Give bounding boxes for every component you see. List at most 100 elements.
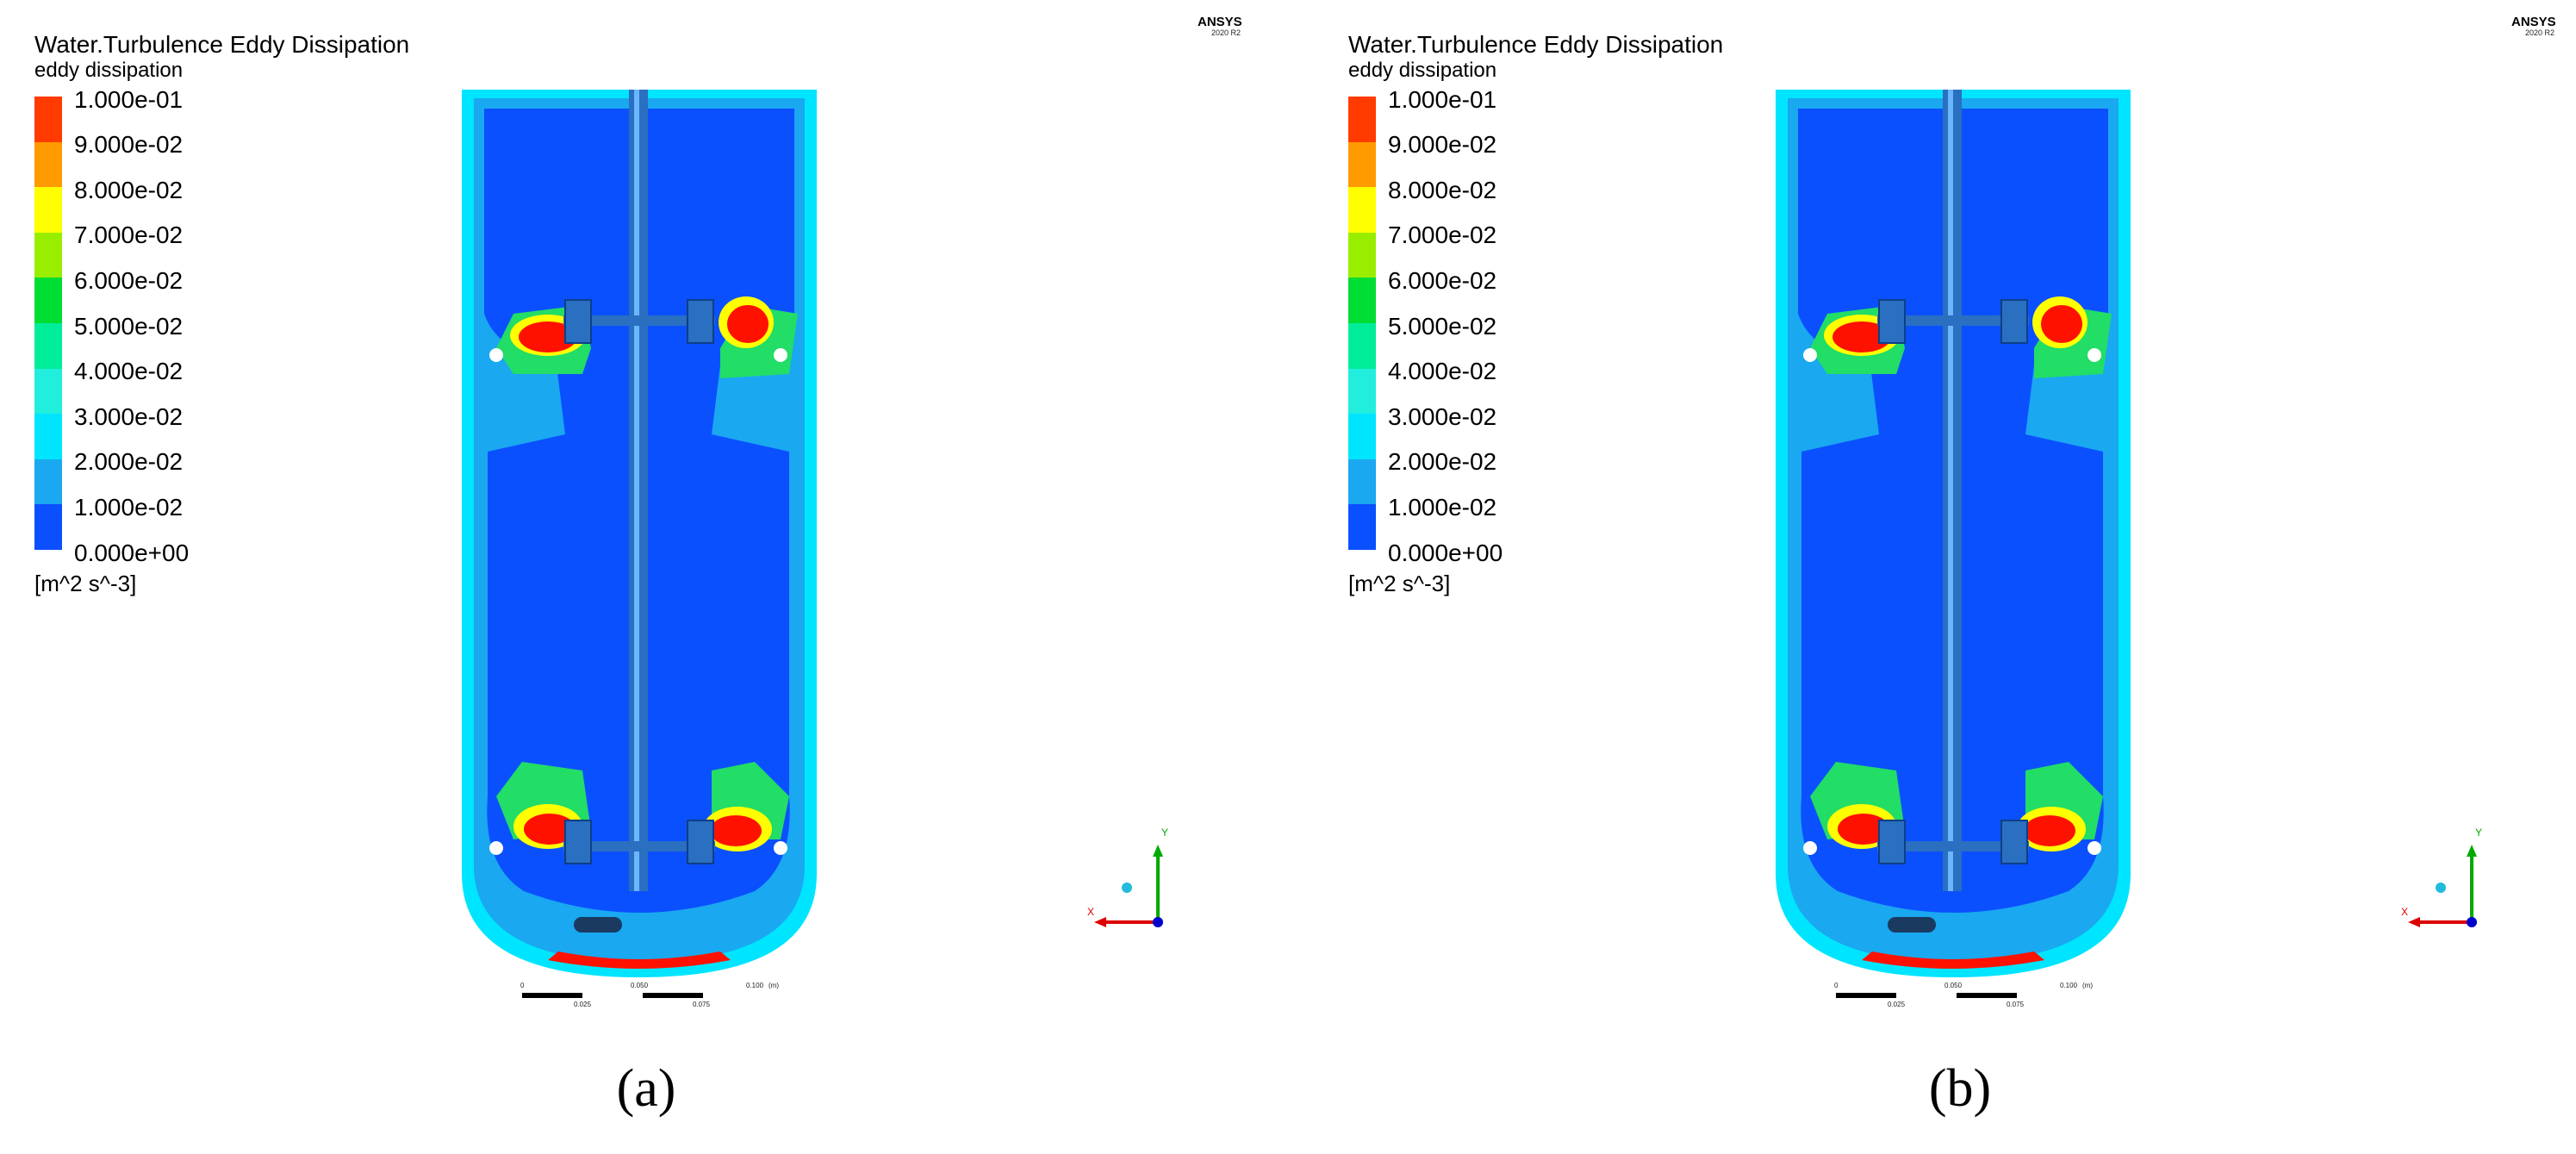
colorbar-tick: 1.000e-02: [1388, 494, 1497, 521]
scale-bar: 0 0.050 0.100 (m) 0.025 0.075: [1831, 977, 2106, 1008]
colorbar-tick: 2.000e-02: [74, 448, 184, 475]
figure-panel-b: Water.Turbulence Eddy Dissipation eddy d…: [1314, 0, 2576, 1154]
impeller-blade: [1878, 299, 1906, 344]
colorbar-tick: 1.000e-01: [1388, 86, 1497, 113]
colorbar-tick: 1.000e-02: [74, 494, 184, 521]
field-peak: [1838, 814, 1889, 845]
y-axis-arrowhead: [1153, 845, 1163, 857]
legend-subtitle: eddy dissipation: [34, 59, 184, 82]
colorbar-tick: 6.000e-02: [1388, 267, 1497, 294]
colorbar: [34, 97, 62, 550]
colorbar-swatch: [1348, 141, 1376, 188]
probe-hole: [489, 348, 503, 362]
colorbar-tick: 8.000e-02: [74, 177, 184, 203]
colorbar-swatch: [34, 232, 62, 278]
impeller-blade: [687, 299, 714, 344]
scale-label: 0.100: [746, 982, 764, 989]
colorbar-swatch: [1348, 368, 1376, 415]
impeller-hub-lower: [1877, 841, 2029, 851]
axis-triad: Y X: [2401, 827, 2482, 927]
colorbar-tick: 3.000e-02: [74, 403, 184, 430]
colorbar-tick: 1.000e-01: [74, 86, 184, 113]
scale-label: 0.050: [631, 982, 649, 989]
view-sphere-icon: [2436, 883, 2446, 893]
scale-label: 0: [1834, 982, 1839, 989]
scale-bar-segment: [643, 993, 703, 998]
field-peak: [524, 814, 576, 845]
colorbar-swatch: [1348, 232, 1376, 278]
field-peak: [1832, 321, 1891, 352]
panel-caption: (a): [616, 1059, 676, 1118]
colorbar-swatch: [34, 187, 62, 233]
scale-bar-segment: [522, 993, 582, 998]
field-peak: [2024, 815, 2075, 846]
scale-bar: 0 0.050 0.100 (m) 0.025 0.075: [517, 977, 793, 1008]
sparger-pipe: [665, 917, 713, 933]
vessel-contour-plot: [1776, 90, 2131, 977]
colorbar-swatch: [1348, 187, 1376, 233]
colorbar-swatch: [1348, 278, 1376, 323]
colorbar-swatch: [1348, 323, 1376, 369]
scale-label: 0: [520, 982, 525, 989]
vessel-contour-plot: [462, 90, 817, 977]
colorbar-swatch: [1348, 414, 1376, 459]
colorbar-swatch: [34, 414, 62, 459]
shaft-highlight: [1948, 90, 1953, 891]
figure-panel-a: Water.Turbulence Eddy Dissipation eddy d…: [34, 15, 1242, 1118]
sparger-pipe: [574, 917, 622, 933]
colorbar-swatch: [34, 504, 62, 550]
impeller-blade: [2000, 299, 2028, 344]
colorbar-tick: 5.000e-02: [74, 313, 184, 340]
probe-hole: [489, 841, 503, 855]
impeller-blade: [2000, 820, 2028, 864]
z-axis-dot: [2467, 917, 2477, 927]
colorbar-swatch: [34, 323, 62, 369]
z-axis-dot: [1153, 917, 1163, 927]
impeller-blade: [687, 820, 714, 864]
scale-label: 0.025: [574, 1001, 592, 1008]
field-peak: [727, 305, 768, 343]
scale-bar-segment: [1836, 993, 1896, 998]
axis-triad: Y X: [1087, 827, 1168, 927]
colorbar-tick: 8.000e-02: [1388, 177, 1497, 203]
ansys-logo: ANSYS: [1198, 15, 1242, 29]
legend-title: Water.Turbulence Eddy Dissipation: [1348, 31, 1724, 58]
probe-hole: [2088, 841, 2101, 855]
colorbar-swatch: [1348, 458, 1376, 505]
legend-subtitle: eddy dissipation: [1348, 59, 1497, 82]
view-sphere-icon: [1122, 883, 1132, 893]
shaft-highlight: [634, 90, 639, 891]
x-axis-label: X: [2401, 906, 2408, 918]
impeller-blade: [564, 820, 592, 864]
scale-unit: (m): [2082, 982, 2093, 989]
ansys-version: 2020 R2: [2524, 28, 2554, 37]
impeller-hub-lower: [563, 841, 715, 851]
probe-hole: [774, 841, 787, 855]
legend-units: [m^2 s^-3]: [34, 571, 137, 596]
colorbar-swatch: [34, 278, 62, 323]
colorbar-tick: 6.000e-02: [74, 267, 184, 294]
colorbar-swatch: [34, 368, 62, 415]
field-peak: [1862, 951, 2044, 969]
scale-label: 0.075: [693, 1001, 711, 1008]
y-axis-label: Y: [2475, 827, 2482, 839]
colorbar-tick: 4.000e-02: [74, 358, 184, 384]
probe-hole: [1803, 841, 1817, 855]
colorbar-tick: 7.000e-02: [1388, 221, 1497, 248]
impeller-blade: [564, 299, 592, 344]
probe-hole: [774, 348, 787, 362]
colorbar-tick: 5.000e-02: [1388, 313, 1497, 340]
colorbar-tick: 7.000e-02: [74, 221, 184, 248]
colorbar: [1348, 97, 1376, 550]
scale-label: 0.025: [1888, 1001, 1906, 1008]
colorbar-tick: 2.000e-02: [1388, 448, 1497, 475]
x-axis-arrowhead: [2408, 917, 2420, 927]
colorbar-swatch: [34, 97, 62, 142]
x-axis-arrowhead: [1094, 917, 1106, 927]
colorbar-tick: 9.000e-02: [74, 131, 184, 158]
colorbar-swatch: [1348, 504, 1376, 550]
field-peak: [2041, 305, 2082, 343]
field-peak: [710, 815, 762, 846]
ansys-logo: ANSYS: [2511, 15, 2556, 29]
colorbar-swatch: [34, 458, 62, 505]
